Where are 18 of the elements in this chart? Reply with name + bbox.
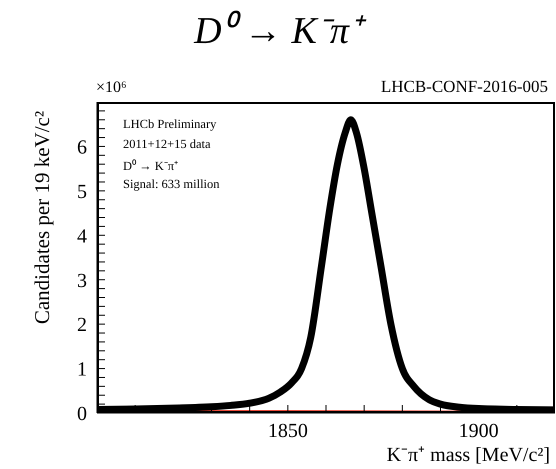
- annotation: Signal: 633 million: [123, 177, 220, 192]
- annotation: D⁰ → K⁻π⁺: [123, 158, 178, 174]
- chart-title: D⁰ → K⁻π⁺: [192, 9, 368, 54]
- y-axis-title: Candidates per 19 keV/c²: [30, 110, 54, 324]
- x-tick-label: 1850: [268, 420, 308, 442]
- y-tick-label: 4: [77, 225, 87, 248]
- x-tick-label: 1900: [458, 420, 499, 442]
- y-tick-label: 0: [77, 403, 87, 426]
- annotation: 2011+12+15 data: [123, 137, 211, 152]
- y-tick-label: 2: [77, 314, 87, 336]
- text: ×10⁶: [96, 79, 127, 97]
- text: LHCB-CONF-2016-005: [380, 77, 548, 97]
- y-tick-label: 6: [77, 136, 87, 159]
- x-axis-title: K⁻π⁺ mass [MeV/c²]: [386, 444, 550, 466]
- y-tick-label: 1: [77, 358, 87, 381]
- y-tick-label: 5: [77, 180, 87, 203]
- annotation: LHCb Preliminary: [123, 117, 216, 132]
- y-tick-label: 3: [77, 270, 87, 292]
